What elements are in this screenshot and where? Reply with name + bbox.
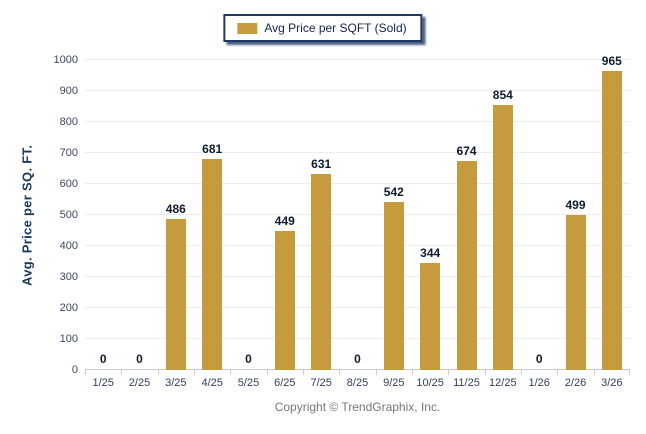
x-tick-label: 4/25 bbox=[201, 377, 223, 389]
bar-7/25[interactable] bbox=[311, 174, 332, 370]
x-tick-label: 10/25 bbox=[416, 377, 444, 389]
legend[interactable]: Avg Price per SQFT (Sold) bbox=[223, 14, 423, 42]
x-tick-label: 8/25 bbox=[346, 377, 369, 389]
x-axis-tick-mark bbox=[593, 370, 595, 375]
y-tick-label: 900 bbox=[59, 85, 78, 97]
y-tick-label: 800 bbox=[59, 116, 78, 128]
bar-3/25[interactable] bbox=[165, 219, 186, 370]
bar-6/25[interactable] bbox=[274, 230, 295, 370]
x-axis-tick-mark bbox=[521, 370, 522, 375]
x-tick-label: 3/26 bbox=[601, 377, 623, 389]
x-tick-label: 12/25 bbox=[489, 377, 517, 389]
x-axis-tick-mark bbox=[448, 370, 450, 375]
gridline bbox=[85, 90, 630, 91]
bar-2/26[interactable] bbox=[565, 215, 586, 370]
bar-value-label: 631 bbox=[311, 157, 332, 172]
bar-value-label: 0 bbox=[245, 352, 252, 366]
y-tick-label: 500 bbox=[59, 209, 78, 221]
bar-value-label: 681 bbox=[202, 141, 223, 156]
x-axis-tick-mark bbox=[85, 370, 86, 375]
plot-area: 0 0 486 681 0 449 631 0 542 344 674 854 0 499 965 bbox=[85, 55, 630, 370]
x-tick-label: 3/25 bbox=[165, 377, 187, 389]
x-axis-tick-mark bbox=[121, 370, 123, 375]
legend-label: Avg Price per SQFT (Sold) bbox=[264, 21, 407, 35]
gridline bbox=[85, 152, 630, 153]
gridline bbox=[85, 276, 630, 277]
x-tick-label: 1/26 bbox=[528, 377, 550, 389]
bar-value-label: 344 bbox=[420, 246, 441, 261]
x-axis-tick-mark bbox=[266, 370, 268, 375]
bar-4/25[interactable] bbox=[202, 158, 223, 370]
y-tick-label: 200 bbox=[59, 302, 78, 314]
gridline bbox=[85, 214, 630, 215]
x-tick-label: 5/25 bbox=[237, 377, 260, 389]
gridline bbox=[85, 307, 630, 308]
x-axis-tick-mark bbox=[375, 370, 377, 375]
gridline bbox=[85, 183, 630, 184]
bar-value-label: 499 bbox=[565, 198, 586, 213]
x-axis-tick-mark bbox=[484, 370, 486, 375]
x-axis-tick-mark bbox=[339, 370, 341, 375]
y-tick-label: 400 bbox=[59, 240, 78, 252]
x-tick-label: 2/25 bbox=[128, 377, 151, 389]
bar-value-label: 542 bbox=[383, 184, 404, 199]
x-axis-tick-mark bbox=[557, 370, 559, 375]
x-axis-tick-mark bbox=[230, 370, 232, 375]
bar-value-label: 674 bbox=[456, 144, 477, 159]
gridline bbox=[85, 121, 630, 122]
x-axis-tick-mark bbox=[157, 370, 159, 375]
bar-value-label: 449 bbox=[274, 213, 295, 228]
x-axis-tick-labels: 1/25 2/25 3/25 4/25 5/25 6/25 7/25 8/25 9/25 10/2… bbox=[85, 377, 630, 391]
y-tick-label: 1000 bbox=[53, 54, 78, 66]
bar-value-label: 0 bbox=[535, 352, 543, 366]
bar-value-label: 0 bbox=[354, 352, 361, 366]
legend-swatch-icon bbox=[237, 22, 258, 34]
x-axis-baseline bbox=[85, 369, 630, 370]
bar-value-label: 486 bbox=[165, 202, 186, 217]
x-tick-label: 11/25 bbox=[453, 377, 480, 389]
bar-value-label: 0 bbox=[136, 352, 143, 366]
x-axis-boundary-ticks bbox=[85, 370, 630, 376]
x-tick-label: 9/25 bbox=[383, 377, 405, 389]
y-tick-label: 600 bbox=[59, 178, 78, 190]
x-tick-label: 2/26 bbox=[564, 377, 587, 389]
copyright-text: Copyright © TrendGraphix, Inc. bbox=[274, 400, 441, 414]
y-tick-label: 100 bbox=[59, 333, 78, 345]
bar-9/25[interactable] bbox=[383, 201, 404, 370]
bar-12/25[interactable] bbox=[492, 105, 513, 370]
y-tick-label: 700 bbox=[59, 147, 78, 159]
x-axis-tick-mark bbox=[194, 370, 195, 375]
gridline bbox=[85, 245, 630, 246]
bar-11/25[interactable] bbox=[456, 161, 477, 370]
bar-value-label: 965 bbox=[601, 53, 622, 68]
y-axis-tick-labels: 0 100 200 300 400 500 600 700 800 900 1000 bbox=[0, 55, 78, 376]
x-tick-label: 1/25 bbox=[92, 377, 114, 389]
x-tick-label: 7/25 bbox=[310, 377, 332, 389]
bar-10/25[interactable] bbox=[420, 263, 441, 370]
bar-value-label: 0 bbox=[99, 352, 107, 366]
gridline bbox=[85, 338, 630, 339]
y-tick-label: 300 bbox=[59, 271, 78, 283]
x-axis-tick-mark bbox=[303, 370, 304, 375]
y-tick-label: 0 bbox=[71, 364, 78, 376]
bar-value-label: 854 bbox=[492, 88, 513, 103]
bar-3/26[interactable] bbox=[601, 70, 622, 370]
x-tick-label: 6/25 bbox=[274, 377, 296, 389]
x-axis-tick-mark bbox=[412, 370, 413, 375]
gridline bbox=[85, 59, 630, 60]
x-axis-tick-mark bbox=[629, 370, 630, 375]
